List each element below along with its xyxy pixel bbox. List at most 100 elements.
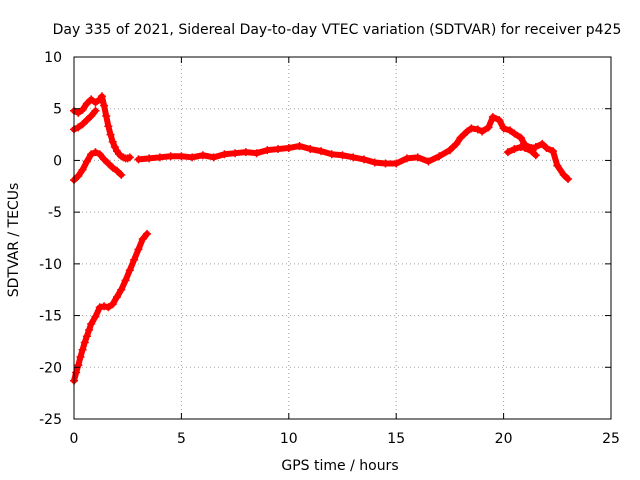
data-point bbox=[87, 319, 96, 328]
data-point bbox=[553, 161, 562, 170]
data-point bbox=[95, 150, 104, 159]
data-point bbox=[91, 98, 100, 107]
data-point bbox=[87, 150, 96, 159]
data-point bbox=[564, 175, 573, 184]
y-tick-label: -15 bbox=[39, 309, 62, 325]
data-point bbox=[85, 326, 94, 335]
data-point bbox=[402, 154, 411, 163]
data-point bbox=[478, 127, 487, 136]
data-point bbox=[209, 153, 218, 162]
data-point bbox=[295, 141, 304, 150]
data-point bbox=[125, 266, 134, 275]
data-point bbox=[516, 142, 525, 151]
y-tick-label: -20 bbox=[39, 360, 62, 376]
data-point bbox=[134, 245, 143, 254]
series-arc-1 bbox=[70, 92, 134, 163]
data-point bbox=[72, 368, 81, 377]
data-point bbox=[74, 123, 83, 132]
data-point bbox=[317, 147, 326, 156]
data-point bbox=[435, 152, 444, 161]
data-point bbox=[463, 127, 472, 136]
grid bbox=[74, 57, 611, 419]
data-point bbox=[117, 285, 126, 294]
data-point bbox=[531, 151, 540, 160]
data-point bbox=[82, 157, 91, 166]
data-point bbox=[108, 300, 117, 309]
data-point bbox=[531, 142, 540, 151]
data-points bbox=[70, 92, 573, 385]
data-point bbox=[274, 145, 283, 154]
y-tick-label: 0 bbox=[53, 153, 62, 169]
data-point bbox=[549, 147, 558, 156]
data-point bbox=[112, 292, 121, 301]
data-point bbox=[104, 159, 113, 168]
data-point bbox=[220, 150, 229, 159]
data-point bbox=[516, 133, 525, 142]
data-point bbox=[91, 106, 100, 115]
data-point bbox=[495, 116, 504, 125]
data-point bbox=[100, 155, 109, 164]
x-tick-label: 0 bbox=[70, 431, 79, 447]
data-point bbox=[82, 99, 91, 108]
data-point bbox=[284, 144, 293, 153]
data-point bbox=[100, 302, 109, 311]
data-point bbox=[78, 345, 87, 354]
series-arc-3 bbox=[70, 148, 126, 185]
x-tick-label: 15 bbox=[387, 431, 405, 447]
data-point bbox=[306, 145, 315, 154]
chart-title: Day 335 of 2021, Sidereal Day-to-day VTE… bbox=[53, 22, 622, 38]
data-point bbox=[527, 147, 536, 156]
data-point bbox=[177, 152, 186, 161]
data-point bbox=[138, 235, 147, 244]
data-point bbox=[80, 338, 89, 347]
data-point bbox=[130, 255, 139, 264]
data-point bbox=[78, 120, 87, 129]
data-point bbox=[104, 122, 113, 131]
data-point bbox=[76, 352, 85, 361]
data-point bbox=[91, 148, 100, 157]
data-point bbox=[392, 159, 401, 168]
data-point bbox=[488, 112, 497, 121]
data-point bbox=[134, 155, 143, 164]
data-point bbox=[338, 151, 347, 160]
data-point bbox=[87, 95, 96, 104]
y-tick-label: -5 bbox=[48, 205, 62, 221]
y-axis-label: SDTVAR / TECUs bbox=[6, 183, 22, 298]
data-point bbox=[484, 123, 493, 132]
data-point bbox=[82, 116, 91, 125]
x-tick-label: 5 bbox=[177, 431, 186, 447]
data-point bbox=[102, 111, 111, 120]
data-point bbox=[121, 276, 130, 285]
y-tick-label: 5 bbox=[53, 102, 62, 118]
data-point bbox=[78, 165, 87, 174]
data-point bbox=[108, 137, 117, 146]
data-point bbox=[97, 92, 106, 101]
x-tick-label: 20 bbox=[495, 431, 513, 447]
data-point bbox=[413, 153, 422, 162]
series-arc-7 bbox=[503, 142, 540, 160]
data-point bbox=[78, 105, 87, 114]
data-point bbox=[231, 149, 240, 158]
data-point bbox=[82, 332, 91, 341]
y-tick-label: 10 bbox=[44, 50, 62, 66]
data-point bbox=[359, 155, 368, 164]
data-point bbox=[108, 163, 117, 172]
data-point bbox=[74, 108, 83, 117]
data-point bbox=[521, 144, 530, 153]
data-point bbox=[95, 303, 104, 312]
data-point bbox=[117, 170, 126, 179]
data-point bbox=[143, 229, 152, 238]
data-point bbox=[263, 146, 272, 155]
data-point bbox=[424, 157, 433, 166]
data-point bbox=[327, 150, 336, 159]
data-point bbox=[74, 171, 83, 180]
data-point bbox=[145, 154, 154, 163]
series-arc-5 bbox=[134, 141, 454, 168]
data-point bbox=[381, 159, 390, 168]
plot-frame bbox=[73, 56, 612, 420]
x-tick-label: 10 bbox=[280, 431, 298, 447]
data-point bbox=[188, 153, 197, 162]
data-point bbox=[198, 151, 207, 160]
